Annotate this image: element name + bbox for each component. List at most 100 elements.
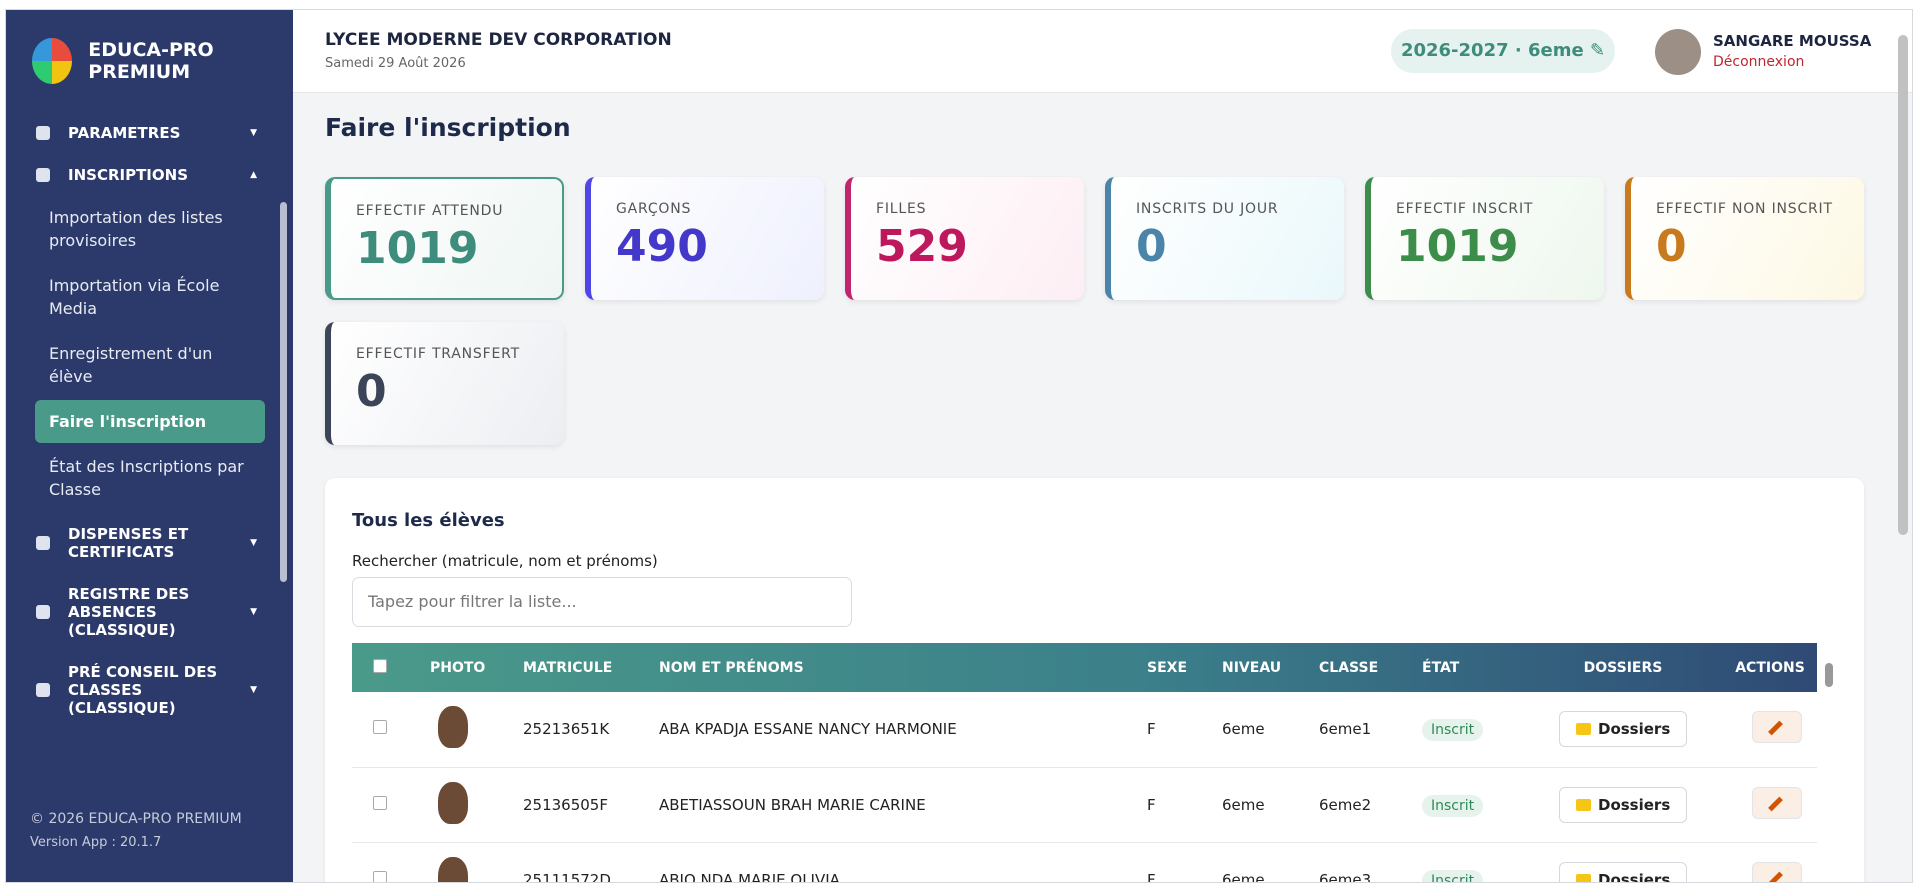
cell: Inscrit	[1408, 842, 1523, 882]
checkbox[interactable]	[373, 870, 387, 882]
dossiers-label: Dossiers	[1598, 795, 1671, 814]
cell: F	[1133, 692, 1208, 768]
stat-card: INSCRITS DU JOUR 0	[1105, 177, 1344, 300]
copyright: © 2026 EDUCA-PRO PREMIUM	[30, 811, 242, 827]
students-table: PHOTO MATRICULE NOM ET PRÉNOMS SEXE NIVEAU CL…	[352, 643, 1817, 883]
edit-button[interactable]	[1752, 861, 1802, 882]
stat-value: 0	[356, 366, 387, 417]
cell: 6eme2	[1305, 767, 1408, 843]
dossiers-cell: Dossiers	[1523, 767, 1710, 843]
stat-label: EFFECTIF NON INSCRIT	[1656, 201, 1833, 217]
menu-item[interactable]: Importation via École Media	[49, 276, 220, 318]
menu-label: REGISTRE DES ABSENCES (CLASSIQUE)	[68, 585, 190, 639]
page-title: Faire l'inscription	[325, 113, 571, 142]
menu-label: INSCRIPTIONS	[68, 166, 188, 184]
stat-label: GARÇONS	[616, 201, 692, 217]
checkbox[interactable]	[373, 720, 387, 735]
photo	[438, 706, 468, 749]
menu-section[interactable]: INSCRIPTIONS ▲	[6, 154, 271, 196]
stat-card: EFFECTIF INSCRIT 1019	[1365, 177, 1604, 300]
row-select[interactable]	[352, 842, 416, 882]
status-badge: Inscrit	[1422, 719, 1484, 742]
menu-icon	[36, 605, 50, 619]
menu-label: PRÉ CONSEIL DES CLASSES (CLASSIQUE)	[68, 663, 218, 717]
row-select[interactable]	[352, 692, 416, 768]
cell: 6eme3	[1305, 842, 1408, 882]
table-header: PHOTO MATRICULE NOM ET PRÉNOMS SEXE NIVEAU CL…	[352, 643, 1817, 692]
menu-item[interactable]: Enregistrement d'un élève	[49, 344, 213, 386]
column-header: CLASSE	[1319, 659, 1379, 676]
column-header: DOSSIERS	[1583, 659, 1663, 676]
photo	[438, 856, 468, 882]
column-header: NOM ET PRÉNOMS	[659, 659, 804, 676]
menu-item[interactable]: État des Inscriptions par Classe	[49, 457, 244, 499]
menu-section[interactable]: DISPENSES ET CERTIFICATS ▼	[6, 513, 271, 573]
year-badge[interactable]: 2026-2027 · 6eme ✎	[1391, 29, 1615, 73]
stat-value: 1019	[356, 223, 479, 274]
dossiers-button[interactable]: Dossiers	[1559, 711, 1688, 748]
edit-button[interactable]	[1752, 786, 1802, 819]
panel-title: Tous les élèves	[352, 510, 505, 531]
folder-icon	[1576, 873, 1591, 882]
search-input[interactable]: Tapez pour filtrer la liste...	[352, 577, 852, 627]
cell: Inscrit	[1408, 767, 1523, 843]
cell: F	[1133, 767, 1208, 843]
photo-cell	[416, 767, 509, 843]
stat-value: 529	[876, 221, 968, 272]
cell: 6eme	[1208, 767, 1305, 843]
column-header: NIVEAU	[1222, 659, 1282, 676]
stat-label: EFFECTIF TRANSFERT	[356, 346, 520, 362]
menu-item[interactable]: Faire l'inscription	[35, 400, 265, 443]
menu-icon	[36, 536, 50, 550]
menu: PARAMETRES ▼ INSCRIPTIONS ▲ Importation des …	[6, 112, 293, 780]
stat-label: INSCRITS DU JOUR	[1136, 201, 1279, 217]
avatar	[1655, 29, 1701, 75]
menu-section[interactable]: PRÉ CONSEIL DES CLASSES (CLASSIQUE) ▼	[6, 651, 271, 729]
caret: ▼	[250, 607, 257, 617]
cell: 6eme	[1208, 692, 1305, 768]
cell: 6eme1	[1305, 692, 1408, 768]
menu-icon	[36, 168, 50, 182]
dossiers-button[interactable]: Dossiers	[1559, 861, 1688, 883]
dossiers-cell: Dossiers	[1523, 842, 1710, 883]
checkbox[interactable]	[373, 795, 387, 810]
column-header: ACTIONS	[1735, 659, 1805, 676]
stat-card: EFFECTIF ATTENDU 1019	[325, 177, 564, 300]
caret: ▲	[250, 170, 257, 180]
stat-card: FILLES 529	[845, 177, 1084, 300]
school-name: LYCEE MODERNE DEV CORPORATION	[325, 30, 672, 50]
stat-label: EFFECTIF INSCRIT	[1396, 201, 1534, 217]
status-badge: Inscrit	[1422, 794, 1484, 817]
dossiers-button[interactable]: Dossiers	[1559, 786, 1688, 823]
student-row: 25111572D ABIO NDA MARIE OLIVIA F 6eme 6eme3…	[352, 842, 1817, 883]
page-scrollbar	[1898, 35, 1908, 535]
cell: 6eme	[1208, 842, 1305, 882]
actions-cell	[1710, 767, 1817, 843]
brand: EDUCA-PRO PREMIUM	[6, 10, 293, 112]
dossiers-label: Dossiers	[1598, 720, 1671, 739]
stat-card: EFFECTIF NON INSCRIT 0	[1625, 177, 1864, 300]
student-row: 25213651K ABA KPADJA ESSANE NANCY HARMONI…	[352, 692, 1817, 768]
cell: 25213651K	[509, 692, 645, 768]
stat-value: 1019	[1396, 221, 1519, 272]
menu-label: PARAMETRES	[68, 124, 181, 142]
stat-label: FILLES	[876, 201, 927, 217]
dossiers-label: Dossiers	[1598, 870, 1671, 883]
menu-icon	[36, 126, 50, 140]
cell: 25136505F	[509, 767, 645, 843]
menu-item[interactable]: Importation des listes provisoires	[49, 208, 223, 250]
cell: 25111572D	[509, 842, 645, 882]
row-select[interactable]	[352, 767, 416, 843]
select-all[interactable]	[352, 643, 416, 692]
caret: ▼	[250, 685, 257, 695]
top-bar: LYCEE MODERNE DEV CORPORATION Samedi 29 …	[293, 10, 1912, 93]
menu-section[interactable]: REGISTRE DES ABSENCES (CLASSIQUE) ▼	[6, 573, 271, 651]
cell: ABIO NDA MARIE OLIVIA	[645, 842, 1133, 882]
column-header: ÉTAT	[1422, 659, 1460, 676]
edit-button[interactable]	[1752, 711, 1802, 744]
menu-section[interactable]: PARAMETRES ▼	[6, 112, 271, 154]
app: EDUCA-PRO PREMIUM PARAMETRES ▼ INSCRIPTION…	[5, 9, 1913, 883]
stat-label: EFFECTIF ATTENDU	[356, 203, 504, 219]
logout[interactable]: Déconnexion	[1713, 54, 1805, 70]
cell: ABETIASSOUN BRAH MARIE CARINE	[645, 767, 1133, 843]
